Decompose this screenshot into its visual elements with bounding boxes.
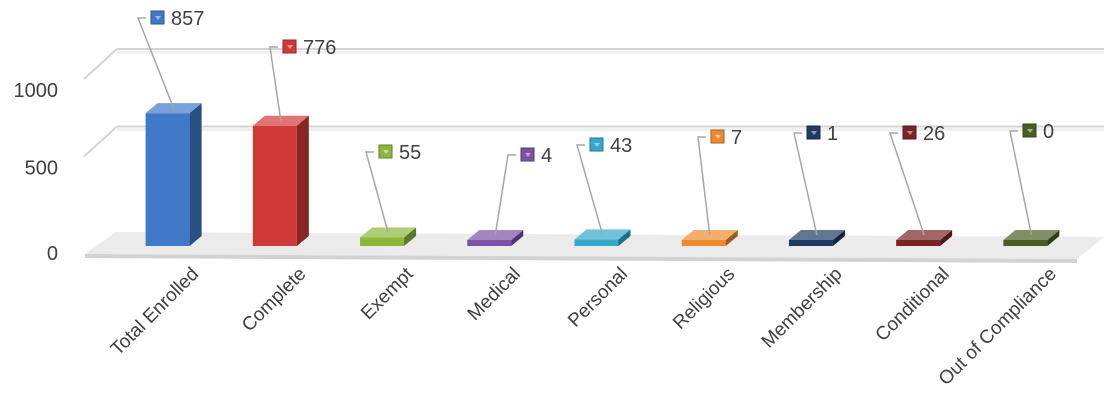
data-label: 776 [303,37,336,59]
leader-line [269,46,282,121]
data-label: 55 [399,142,421,164]
leader-line [494,154,516,236]
gridline-side [83,125,118,158]
legend-key-glint [715,135,721,139]
category-label: Complete [238,264,310,336]
data-label: 4 [541,145,552,167]
legend-key-glint [1027,129,1033,133]
category-label: Personal [564,264,632,332]
bar-front [574,239,619,246]
data-label: 7 [731,127,742,149]
leader-line [697,136,711,236]
leader-line [576,144,604,235]
data-label: 43 [610,135,632,157]
bar [145,103,202,246]
leader-line [793,132,818,236]
data-labels: 857 776 55 4 43 7 1 26 0 [150,8,1054,167]
category-label: Religious [669,264,739,334]
leader-line [365,151,389,233]
leader-lines [136,17,1033,236]
floor-edge [85,254,1077,263]
bar-front [360,237,405,246]
gridline-side [83,48,118,80]
category-label: Out of Compliance [935,264,1061,390]
bar-side [404,227,417,246]
bar-side [189,103,202,246]
bar-side [618,229,631,246]
bar-side [1047,230,1060,246]
category-labels: Total Enrolled Complete Exempt Medical Perso… [107,263,1061,390]
bar-front [1003,240,1048,246]
legend-key-glint [525,153,531,157]
legend-key-glint [811,131,817,135]
leader-line [888,132,925,236]
category-label: Medical [464,264,525,325]
bar-front [252,125,297,246]
data-label: 26 [923,123,945,145]
y-tick-label: 500 [25,158,58,180]
bar-front [788,240,833,246]
legend-key-glint [287,45,293,49]
category-label: Total Enrolled [107,264,203,360]
leader-line [136,17,175,109]
bar-side [511,230,524,246]
data-label: 0 [1043,121,1054,143]
y-tick-label: 1000 [14,80,59,102]
bar-front [896,240,941,246]
leader-line [1009,130,1033,236]
legend-key-glint [594,143,600,147]
legend-key-glint [155,16,161,20]
y-axis-ticks: 0 500 1000 [14,80,59,265]
data-label: 1 [827,123,838,145]
bar-side [296,115,309,246]
y-tick-label: 0 [47,243,58,265]
legend-key-glint [383,150,389,154]
category-label: Membership [758,264,847,353]
bar [252,115,309,246]
bar-side [725,230,738,246]
category-label: Exempt [357,263,418,324]
legend-key-glint [907,131,913,135]
bar-front [681,240,726,246]
category-label: Conditional [872,264,954,346]
bar-side [940,230,953,246]
bar-front [467,240,512,246]
bar-side [832,230,845,246]
bar-front [145,113,190,246]
data-label: 857 [171,8,204,30]
